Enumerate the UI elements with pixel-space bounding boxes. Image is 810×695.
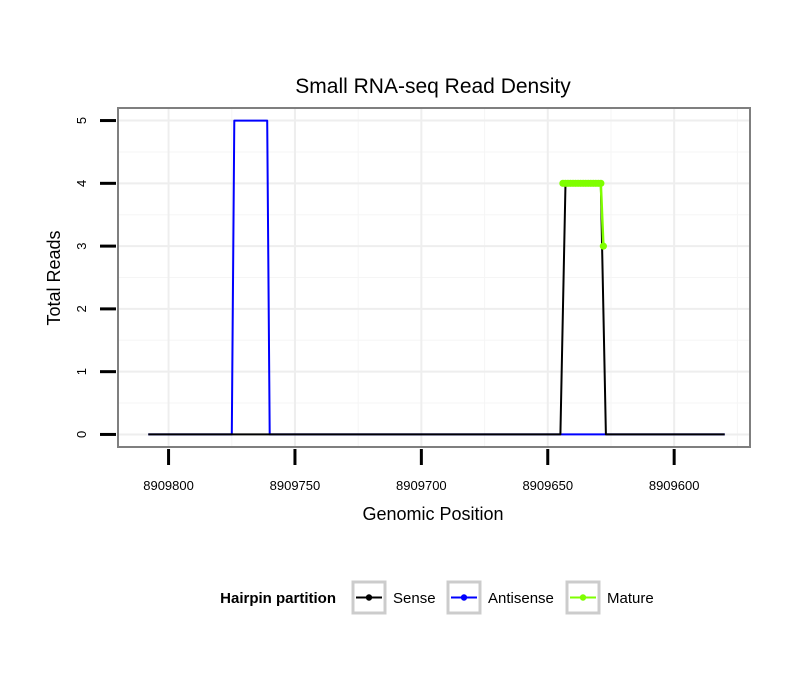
legend: Hairpin partition Sense Antisense Mature <box>220 580 654 615</box>
series-layer <box>148 119 725 436</box>
y-tick-label: 1 <box>74 368 89 375</box>
y-tick-label: 4 <box>74 180 89 187</box>
legend-title: Hairpin partition <box>220 590 336 607</box>
legend-item-sense: Sense <box>351 580 436 615</box>
y-tick-label: 2 <box>74 305 89 312</box>
plot-border <box>117 107 751 448</box>
y-tick-label: 5 <box>74 117 89 124</box>
legend-item-antisense: Antisense <box>446 580 554 615</box>
y-tick-label: 0 <box>74 431 89 438</box>
legend-item-mature: Mature <box>565 580 654 615</box>
chart-title: Small RNA-seq Read Density <box>295 75 571 98</box>
series-point-mature <box>597 179 605 187</box>
legend-label-antisense: Antisense <box>488 590 554 607</box>
grid-minor <box>118 108 750 447</box>
y-axis: 0 1 2 3 4 5 <box>74 117 116 438</box>
series-point-mature <box>599 242 607 250</box>
x-axis-label: Genomic Position <box>362 504 503 524</box>
x-tick-label: 8909650 <box>522 478 573 493</box>
x-tick-label: 8909700 <box>396 478 447 493</box>
x-tick-label: 8909800 <box>143 478 194 493</box>
x-axis: 8909800 8909750 8909700 8909650 8909600 <box>143 449 699 493</box>
y-axis-label: Total Reads <box>44 230 64 325</box>
legend-label-mature: Mature <box>607 590 654 607</box>
x-tick-label: 8909750 <box>270 478 321 493</box>
y-tick-label: 3 <box>74 242 89 249</box>
legend-label-sense: Sense <box>393 590 436 607</box>
x-tick-label: 8909600 <box>649 478 700 493</box>
